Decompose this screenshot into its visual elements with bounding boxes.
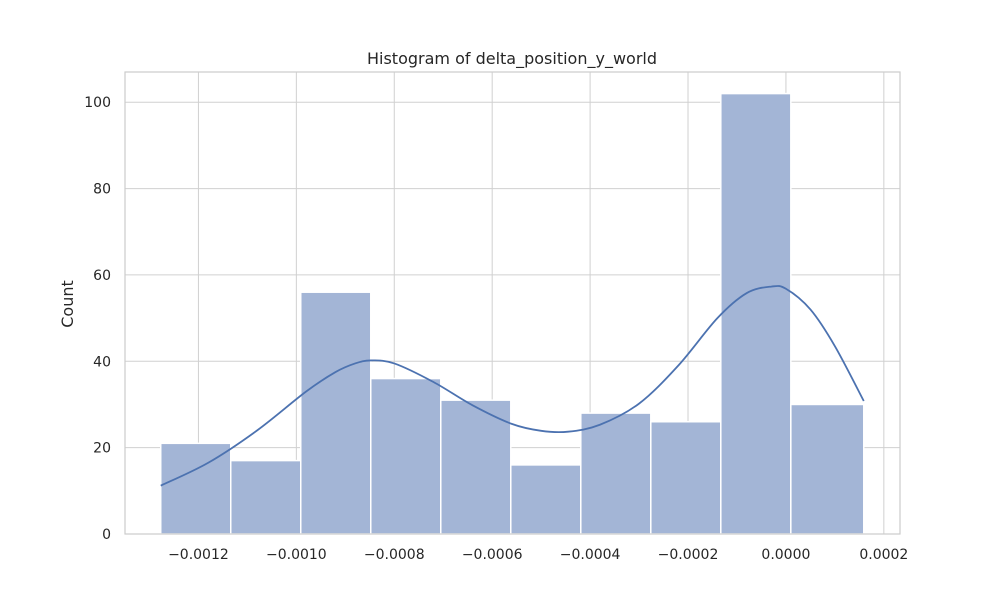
x-tick-label: −0.0006 <box>462 547 523 563</box>
y-tick-label: 100 <box>84 95 111 111</box>
histogram-bar-2 <box>300 291 372 535</box>
histogram-bar-7 <box>650 420 722 535</box>
y-axis-ticks: 0 20 40 60 80 100 <box>84 95 111 543</box>
histogram-bar-6 <box>580 412 652 535</box>
chart-title: Histogram of delta_position_y_world <box>367 49 657 69</box>
y-tick-label: 20 <box>93 441 111 457</box>
x-axis-ticks: −0.0012 −0.0010 −0.0008 −0.0006 −0.0004 −0.00… <box>168 547 908 563</box>
y-axis-title: Count <box>58 280 77 328</box>
histogram-bar-5 <box>510 464 582 535</box>
x-tick-label: −0.0010 <box>266 547 327 563</box>
x-tick-label: −0.0012 <box>168 547 229 563</box>
y-tick-label: 60 <box>93 268 111 284</box>
x-tick-label: −0.0004 <box>560 547 621 563</box>
y-tick-label: 80 <box>93 182 111 198</box>
plot-frame <box>124 71 901 535</box>
histogram-bar-4 <box>440 399 512 535</box>
histogram-bar-0 <box>159 442 232 535</box>
y-tick-label: 0 <box>102 527 111 543</box>
x-tick-label: 0.0002 <box>859 547 908 563</box>
y-tick-label: 40 <box>93 354 111 370</box>
histogram-bar-8 <box>720 92 792 535</box>
histogram-bar-3 <box>370 377 442 535</box>
x-tick-label: −0.0008 <box>364 547 425 563</box>
histogram-bars <box>159 92 865 535</box>
kde-curve <box>160 285 865 487</box>
x-tick-label: −0.0002 <box>658 547 719 563</box>
histogram-bar-9 <box>790 403 865 535</box>
x-tick-label: 0.0000 <box>761 547 810 563</box>
histogram-bar-1 <box>229 459 302 535</box>
